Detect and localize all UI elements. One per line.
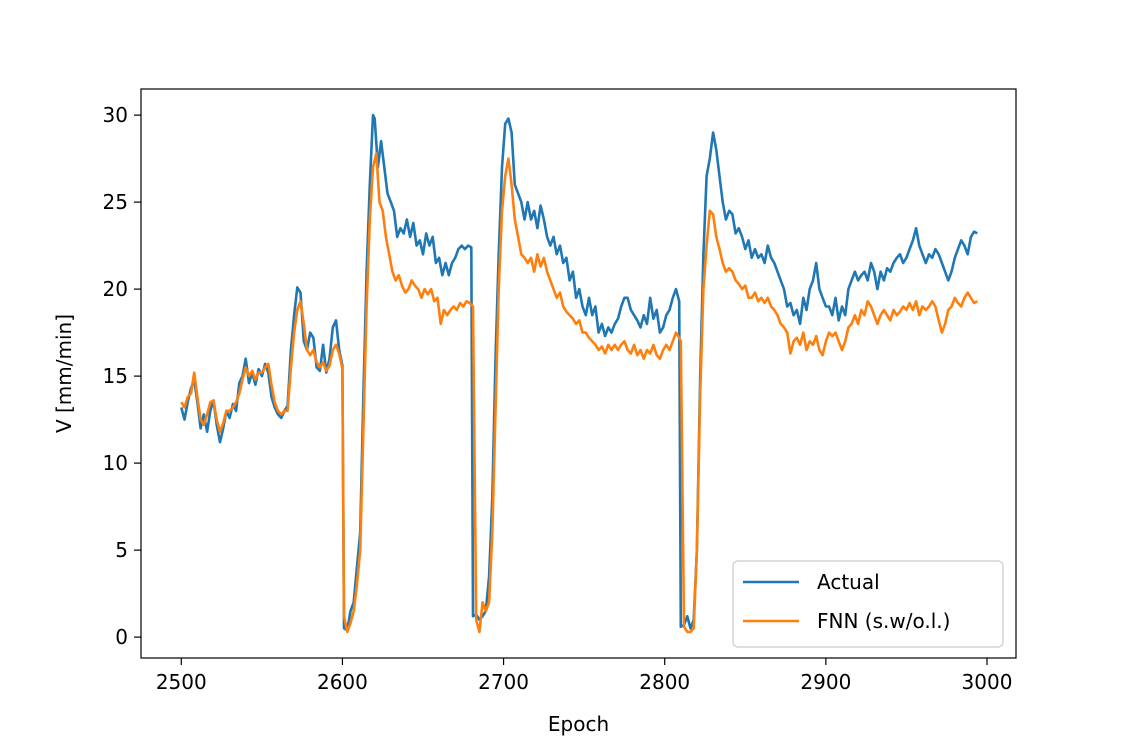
x-tick-label: 2900: [800, 670, 851, 694]
x-axis-label: Epoch: [548, 712, 609, 736]
legend-label: FNN (s.w/o.l.): [817, 609, 950, 633]
x-tick-label: 2700: [478, 670, 529, 694]
plot-frame: [140, 88, 1017, 659]
legend-label: Actual: [817, 570, 880, 594]
y-tick-label: 20: [103, 277, 128, 301]
x-tick-label: 2800: [639, 670, 690, 694]
series-layer: [180, 113, 978, 634]
series-line-fnn: [180, 152, 978, 634]
y-tick-label: 10: [103, 451, 128, 475]
legend-box: [732, 560, 1004, 648]
y-axis: 0 5 10 15 20 25 30: [103, 103, 141, 649]
y-tick-label: 0: [115, 625, 128, 649]
legend: Actual FNN (s.w/o.l.): [732, 560, 1004, 648]
x-tick-label: 2600: [317, 670, 368, 694]
y-axis-label: V [mm/min]: [52, 314, 76, 433]
y-tick-label: 30: [103, 103, 128, 127]
y-tick-label: 25: [103, 190, 128, 214]
y-tick-label: 5: [115, 538, 128, 562]
x-tick-label: 2500: [156, 670, 207, 694]
y-tick-label: 15: [103, 364, 128, 388]
x-axis: 2500 2600 2700 2800 2900 3000: [156, 658, 1013, 694]
x-tick-label: 3000: [962, 670, 1013, 694]
